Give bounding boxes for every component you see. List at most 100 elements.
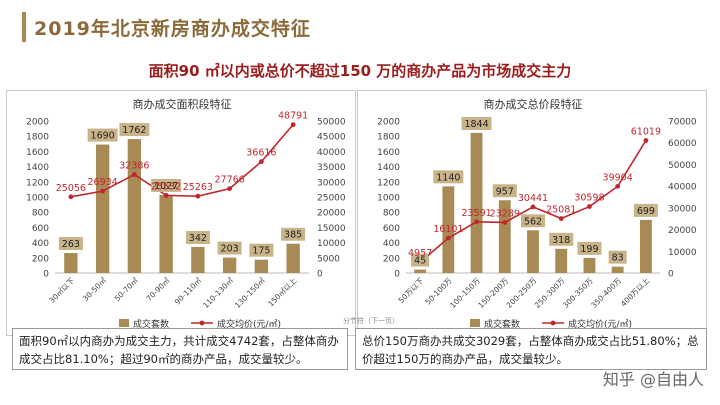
bar-label-box <box>411 253 430 267</box>
bar-count <box>639 219 652 273</box>
price-point <box>445 235 451 241</box>
bar-data-label: 318 <box>552 235 570 246</box>
y-left-tick-label: 600 <box>383 224 400 234</box>
y-left-tick-label: 400 <box>383 239 400 249</box>
y-right-tick-label: 40000 <box>317 148 346 158</box>
y-left-tick-label: 1400 <box>377 163 400 173</box>
y-right-tick-label: 60000 <box>668 139 697 149</box>
price-point <box>68 194 74 200</box>
price-point <box>502 220 508 225</box>
legend-line-label: 成交均价(元/㎡) <box>217 318 281 330</box>
price-line <box>70 124 294 198</box>
y-left-tick-label: 1600 <box>26 148 49 158</box>
price-segment-chart: 商办成交总价段特征 0 200 400 600 800 1000 1200 1400 1600 18… <box>377 97 697 330</box>
bar-data-label: 957 <box>496 186 514 197</box>
price-point <box>100 188 106 194</box>
y-right-tick-label: 25000 <box>317 194 346 204</box>
y-right-tick-label: 35000 <box>317 163 346 173</box>
price-data-label: 39904 <box>603 172 633 183</box>
bar-count <box>127 139 142 273</box>
area-chart-panel: 商办成交面积段特征 0 200 400 600 800 1000 1200 1400 1600 18… <box>6 90 356 336</box>
legend-bar-label: 成交套数 <box>133 318 169 330</box>
bar-label-box <box>217 241 242 255</box>
y-right-tick-label: 50000 <box>317 118 346 128</box>
price-point <box>131 172 137 177</box>
watermark: 知乎 @自由人 <box>602 370 704 389</box>
price-point <box>290 122 296 128</box>
bar-count <box>95 144 110 273</box>
legend-bar-swatch <box>470 319 480 327</box>
x-tick-label: 150㎡以上 <box>266 276 299 309</box>
price-data-label: 4957 <box>408 248 432 259</box>
area-segment-chart: 商办成交面积段特征 0 200 400 600 800 1000 1200 1400 1600 18… <box>26 97 346 330</box>
y-left-tick-label: 800 <box>32 209 49 219</box>
legend-bar-label: 成交套数 <box>484 318 520 330</box>
bar-label-box <box>461 117 492 130</box>
y-left-tick-label: 1000 <box>377 194 400 204</box>
y-right-tick-label: 30000 <box>668 204 697 214</box>
x-tick-label: 400万以上 <box>619 276 652 309</box>
x-tick-label: 130-150㎡ <box>233 276 267 310</box>
x-tick-label: 70-90㎡ <box>144 276 171 303</box>
bar-data-label: 263 <box>62 239 80 250</box>
page-subtitle: 面积90 ㎡以内或总价不超过150 万的商办产品为市场成交主力 <box>148 62 572 80</box>
x-tick-label: 90-110㎡ <box>173 276 204 307</box>
x-tick-label: 350-400万 <box>589 276 623 310</box>
price-point <box>643 138 649 143</box>
x-tick-label: 50-70㎡ <box>113 276 140 303</box>
bar-count <box>191 247 205 273</box>
bar-label-box <box>633 203 658 217</box>
bar-count <box>442 186 455 273</box>
bar-count <box>470 132 483 273</box>
y-left-tick-label: 1200 <box>377 178 400 188</box>
y-right-tick-label: 0 <box>668 270 674 280</box>
bar-count <box>414 269 427 273</box>
y-left-tick-label: 200 <box>383 254 400 264</box>
price-data-label: 25263 <box>183 182 213 193</box>
bar-data-label: 175 <box>252 246 270 257</box>
x-tick-label: 50万以下 <box>397 276 426 305</box>
bar-data-label: 1690 <box>91 131 115 142</box>
price-point <box>558 216 564 221</box>
price-chart-panel: 商办成交总价段特征 0 200 400 600 800 1000 1200 1400 1600 18… <box>357 90 707 336</box>
legend-line-marker <box>550 320 556 326</box>
bar-count <box>286 243 300 273</box>
y-left-tick-label: 1800 <box>377 133 400 143</box>
price-point <box>474 219 479 225</box>
y-right-tick-label: 10000 <box>317 239 346 249</box>
bar-label-box <box>249 243 274 257</box>
title-accent-bar <box>22 12 26 42</box>
price-point <box>227 186 233 191</box>
bar-label-box <box>119 123 150 137</box>
y-left-tick-label: 0 <box>43 270 49 280</box>
y-left-tick-label: 600 <box>32 224 49 234</box>
bar-label-box <box>433 170 464 184</box>
y-left-tick-label: 1200 <box>26 178 49 188</box>
y-right-tick-label: 15000 <box>317 224 346 234</box>
price-data-label: 48791 <box>278 111 308 122</box>
price-data-label: 36616 <box>246 148 276 159</box>
y-right-tick-label: 40000 <box>668 183 697 193</box>
price-point <box>163 192 169 198</box>
price-point <box>530 204 536 210</box>
section-break-hint: 分节符（下一页） <box>343 317 399 325</box>
bar-count <box>527 230 539 273</box>
bar-data-label: 203 <box>221 244 239 255</box>
price-point <box>258 159 264 165</box>
bar-label-box <box>608 250 627 264</box>
y-left-tick-label: 2000 <box>26 118 49 128</box>
y-right-tick-label: 20000 <box>668 226 697 236</box>
price-data-label: 27766 <box>215 175 245 186</box>
bar-data-label: 1027 <box>154 181 178 192</box>
price-data-label: 25532 <box>151 181 181 192</box>
bar-data-label: 199 <box>580 244 598 255</box>
price-data-label: 26934 <box>88 177 118 188</box>
bar-count <box>159 194 173 273</box>
bar-count <box>222 257 237 273</box>
bar-label-box <box>549 232 574 246</box>
y-right-tick-label: 10000 <box>668 248 697 258</box>
bar-count <box>611 266 624 273</box>
bar-data-label: 1140 <box>436 172 460 183</box>
bar-count <box>583 257 596 273</box>
y-left-tick-label: 1800 <box>26 133 49 143</box>
